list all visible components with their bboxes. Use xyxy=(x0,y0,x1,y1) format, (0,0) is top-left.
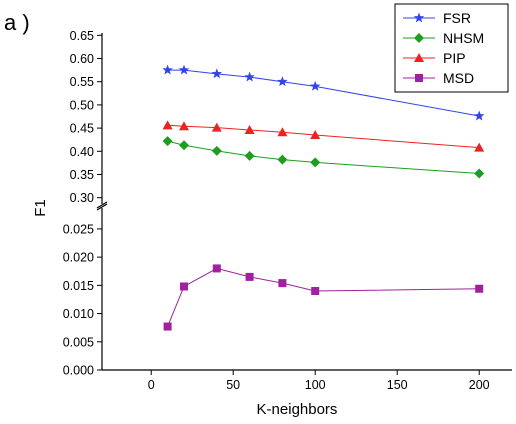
data-point-fsr xyxy=(162,64,173,75)
data-point-msd xyxy=(163,322,172,331)
y-tick-label: 0.020 xyxy=(63,251,94,265)
data-point-pip xyxy=(162,120,173,130)
x-tick-label: 200 xyxy=(469,378,490,392)
data-point-fsr xyxy=(178,64,190,75)
y-tick-label: 0.025 xyxy=(63,222,94,236)
data-point-nhsm xyxy=(310,157,321,168)
y-tick-label: 0.30 xyxy=(70,191,94,205)
data-point-nhsm xyxy=(244,150,255,161)
legend-marker xyxy=(414,33,424,43)
legend-box xyxy=(394,3,509,93)
series-msd xyxy=(163,264,484,331)
y-tick-label: 0.65 xyxy=(70,29,94,43)
data-point-pip xyxy=(244,124,255,134)
axes: 0.30 0.35 0.40 0.45 0.50 0.55 0.60 0.65 0.000 0.0… xyxy=(63,29,512,392)
data-point-msd xyxy=(212,264,221,273)
y-tick-label: 0.35 xyxy=(70,168,94,182)
series-pip xyxy=(162,120,485,152)
data-point-fsr xyxy=(309,80,321,91)
y-tick-label: 0.45 xyxy=(70,122,94,136)
data-point-fsr xyxy=(473,110,485,121)
data-point-pip xyxy=(277,127,288,137)
y-tick-label: 0.40 xyxy=(70,145,94,159)
y-tick-label: 0.015 xyxy=(63,279,94,293)
data-point-msd xyxy=(180,282,188,291)
data-point-fsr xyxy=(211,68,223,79)
panel-label: a ) xyxy=(4,10,30,35)
data-point-pip xyxy=(474,142,485,152)
data-point-nhsm xyxy=(277,154,288,165)
y-tick-label: 0.50 xyxy=(70,98,94,112)
data-point-pip xyxy=(211,122,222,132)
y-tick-label: 0.010 xyxy=(63,307,94,321)
series-layer xyxy=(162,64,485,331)
data-point-msd xyxy=(311,287,320,295)
legend-label: PIP xyxy=(443,50,466,66)
x-tick-label: 50 xyxy=(226,378,240,392)
x-tick-label: 100 xyxy=(305,378,326,392)
y-tick-label: 0.000 xyxy=(63,364,94,378)
axis-break-mark xyxy=(96,203,108,211)
series-fsr xyxy=(162,64,485,121)
y-tick-label: 0.005 xyxy=(63,335,94,349)
data-point-fsr xyxy=(277,76,288,87)
data-point-nhsm xyxy=(162,136,173,147)
data-point-msd xyxy=(278,279,287,288)
series-line-msd xyxy=(167,267,480,327)
data-point-nhsm xyxy=(179,140,189,151)
data-point-nhsm xyxy=(211,145,222,156)
legend-label: MSD xyxy=(443,70,474,86)
data-point-nhsm xyxy=(474,168,485,179)
x-tick-label: 0 xyxy=(148,378,155,392)
series-line-nhsm xyxy=(167,140,480,175)
x-tick-label: 150 xyxy=(387,378,408,392)
data-point-pip xyxy=(179,121,189,131)
y-axis-title: F1 xyxy=(32,199,49,217)
axis-break-mark xyxy=(96,201,108,209)
legend: FSR NHSM PIP MSD xyxy=(394,3,509,93)
legend-marker xyxy=(415,74,423,82)
y-tick-label: 0.60 xyxy=(70,52,94,66)
legend-marker xyxy=(414,53,424,62)
legend-label: FSR xyxy=(443,10,471,26)
data-point-fsr xyxy=(244,71,255,82)
data-point-msd xyxy=(245,272,254,281)
legend-marker xyxy=(413,12,425,23)
data-point-pip xyxy=(310,130,321,140)
legend-label: NHSM xyxy=(443,30,484,46)
data-point-msd xyxy=(475,284,484,293)
x-axis-title: K-neighbors xyxy=(257,401,338,418)
series-nhsm xyxy=(162,136,485,179)
y-tick-label: 0.55 xyxy=(70,75,94,89)
